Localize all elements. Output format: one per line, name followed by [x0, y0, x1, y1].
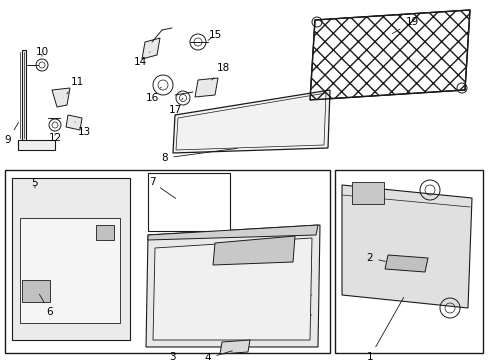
Polygon shape	[173, 90, 329, 153]
Text: 2: 2	[366, 253, 385, 263]
Bar	[96, 225, 114, 240]
Text: 9: 9	[5, 122, 19, 145]
Polygon shape	[309, 10, 469, 100]
Polygon shape	[52, 88, 70, 107]
Bar	[22, 280, 50, 302]
Text: 6: 6	[40, 294, 53, 317]
Text: 4: 4	[204, 351, 232, 360]
Polygon shape	[220, 340, 249, 354]
Polygon shape	[384, 255, 427, 272]
Text: 10: 10	[35, 47, 48, 57]
Text: 8: 8	[162, 148, 237, 163]
Text: 16: 16	[145, 87, 161, 103]
Text: 12: 12	[48, 133, 61, 143]
Bar	[20, 218, 120, 323]
Text: 1: 1	[366, 297, 403, 360]
Polygon shape	[142, 38, 160, 59]
Bar	[334, 170, 482, 353]
Text: 7: 7	[148, 177, 175, 198]
Text: 5: 5	[32, 178, 38, 188]
Polygon shape	[153, 238, 311, 340]
Bar	[351, 182, 383, 204]
Polygon shape	[18, 140, 55, 150]
Text: 11: 11	[67, 77, 83, 94]
Text: 15: 15	[208, 30, 221, 40]
Text: 18: 18	[211, 63, 229, 80]
Polygon shape	[66, 115, 82, 130]
Text: 14: 14	[133, 52, 150, 67]
Bar	[5, 170, 329, 353]
Polygon shape	[18, 50, 26, 145]
Polygon shape	[148, 225, 317, 240]
Polygon shape	[341, 185, 471, 308]
Polygon shape	[146, 225, 319, 347]
Polygon shape	[193, 188, 215, 207]
Polygon shape	[213, 236, 294, 265]
Polygon shape	[12, 178, 130, 340]
Bar	[148, 173, 229, 231]
Text: 3: 3	[168, 352, 175, 360]
Text: 17: 17	[168, 98, 183, 115]
Text: 13: 13	[75, 122, 90, 137]
Text: 19: 19	[391, 17, 418, 33]
Polygon shape	[195, 78, 218, 97]
